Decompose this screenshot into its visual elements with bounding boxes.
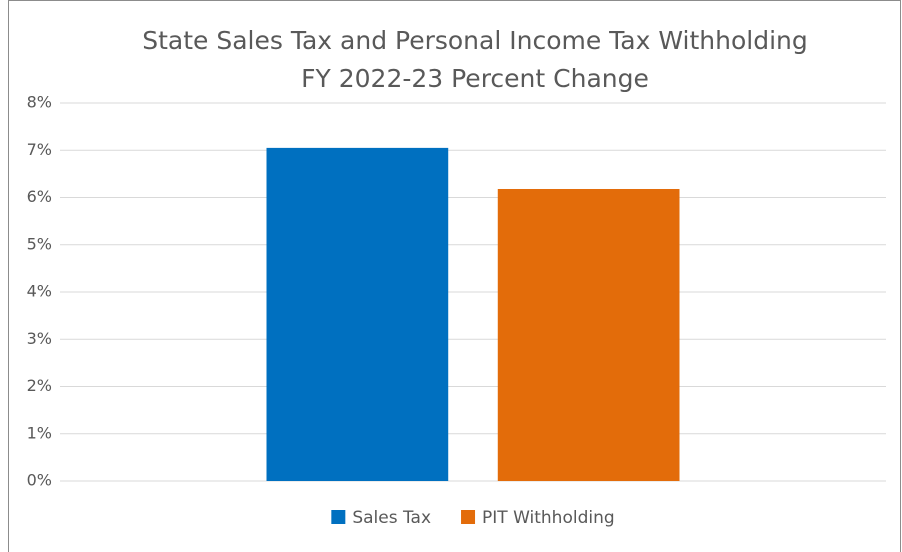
chart-title: State Sales Tax and Personal Income Tax …: [142, 26, 808, 55]
y-tick-label: 3%: [27, 329, 52, 348]
y-tick-label: 0%: [27, 471, 52, 490]
chart-title: FY 2022-23 Percent Change: [301, 64, 649, 93]
bar: [266, 147, 449, 481]
legend-label: PIT Withholding: [482, 508, 615, 528]
y-tick-label: 1%: [27, 423, 52, 442]
y-tick-label: 6%: [27, 187, 52, 206]
legend-swatch: [331, 510, 346, 524]
y-tick-label: 4%: [27, 282, 52, 301]
y-tick-label: 8%: [27, 93, 52, 112]
y-tick-label: 7%: [27, 140, 52, 159]
legend-label: Sales Tax: [352, 508, 431, 528]
chart-frame: [8, 0, 901, 552]
legend-swatch: [461, 510, 476, 524]
y-tick-label: 2%: [27, 376, 52, 395]
y-tick-label: 5%: [27, 234, 52, 253]
bar: [497, 188, 680, 481]
